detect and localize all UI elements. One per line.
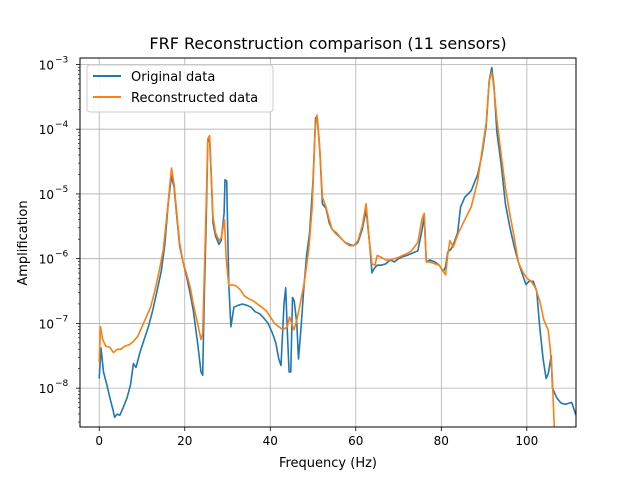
y-tick-exponent: −8 bbox=[55, 379, 69, 389]
y-tick-label: 10 bbox=[39, 253, 54, 267]
y-tick-label: 10 bbox=[39, 123, 54, 137]
legend: Original data Reconstructed data bbox=[86, 64, 274, 113]
series-line-reconstructed bbox=[98, 71, 556, 427]
chart-title: FRF Reconstruction comparison (11 sensor… bbox=[149, 34, 506, 53]
x-tick-label: 40 bbox=[263, 434, 278, 448]
y-tick-exponent: −3 bbox=[55, 55, 68, 65]
x-axis-label: Frequency (Hz) bbox=[279, 456, 377, 471]
y-tick-exponent: −5 bbox=[55, 185, 68, 195]
y-tick-label: 10 bbox=[39, 188, 54, 202]
y-tick-exponent: −6 bbox=[55, 250, 69, 260]
y-axis-ticks: 10−810−710−610−510−410−3 bbox=[39, 55, 80, 423]
legend-box bbox=[86, 64, 274, 113]
x-tick-label: 60 bbox=[348, 434, 363, 448]
legend-label-reconstructed: Reconstructed data bbox=[131, 91, 258, 106]
legend-label-original: Original data bbox=[131, 70, 215, 85]
y-tick-label: 10 bbox=[39, 58, 54, 72]
series-layer bbox=[98, 66, 576, 427]
x-tick-label: 20 bbox=[177, 434, 192, 448]
y-tick-exponent: −7 bbox=[55, 314, 68, 324]
x-axis-ticks: 0 20 40 60 80 100 bbox=[95, 427, 538, 448]
y-tick-label: 10 bbox=[39, 317, 54, 331]
x-tick-label: 100 bbox=[515, 434, 538, 448]
y-axis-label: Amplification bbox=[16, 200, 31, 285]
y-tick-exponent: −4 bbox=[55, 120, 69, 130]
y-tick-label: 10 bbox=[39, 382, 54, 396]
x-tick-label: 80 bbox=[434, 434, 449, 448]
plot-frame bbox=[79, 57, 577, 428]
x-tick-label: 0 bbox=[95, 434, 103, 448]
